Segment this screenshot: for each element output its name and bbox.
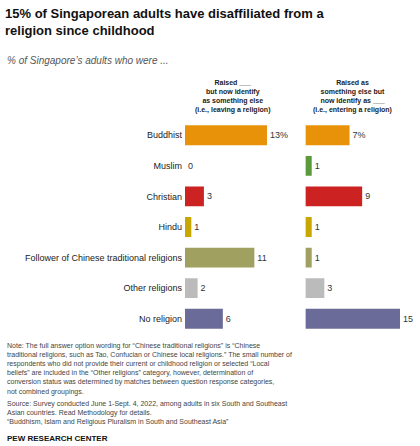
svg-text:7%: 7% (353, 130, 366, 140)
svg-text:% of Singapore’s adults who we: % of Singapore’s adults who were ... (7, 55, 169, 66)
svg-text:3: 3 (327, 283, 332, 293)
svg-text:1: 1 (315, 253, 320, 263)
svg-text:Note: The full answer option w: Note: The full answer option wording for… (7, 342, 292, 396)
svg-text:3: 3 (207, 191, 212, 201)
svg-text:1: 1 (194, 222, 199, 232)
svg-text:Muslim: Muslim (154, 161, 183, 171)
svg-text:Buddhist: Buddhist (147, 130, 183, 140)
svg-text:6: 6 (226, 314, 231, 324)
svg-text:1: 1 (315, 161, 320, 171)
svg-text:Source: Survey conducted June: Source: Survey conducted June 1-Sept. 4,… (7, 400, 287, 426)
svg-text:0: 0 (188, 161, 193, 171)
svg-text:2: 2 (201, 283, 206, 293)
svg-text:11: 11 (257, 253, 266, 263)
svg-text:1: 1 (315, 222, 320, 232)
svg-text:Hindu: Hindu (158, 222, 182, 232)
svg-text:Christian: Christian (146, 192, 182, 202)
svg-text:PEW RESEARCH CENTER: PEW RESEARCH CENTER (7, 434, 108, 443)
svg-text:9: 9 (365, 191, 370, 201)
svg-text:No religion: No religion (139, 314, 182, 324)
svg-text:Raised ___but now identifyas s: Raised ___but now identifyas something e… (195, 79, 270, 114)
svg-text:Other religions: Other religions (123, 283, 182, 293)
svg-text:Raised assomething else butnow: Raised assomething else butnow identify … (313, 79, 392, 114)
svg-text:Follower of Chinese traditiona: Follower of Chinese traditional religion… (25, 253, 183, 263)
svg-text:15% of Singaporean adults have: 15% of Singaporean adults have disaffili… (5, 6, 324, 38)
svg-text:15: 15 (403, 314, 413, 324)
svg-text:13%: 13% (270, 130, 288, 140)
